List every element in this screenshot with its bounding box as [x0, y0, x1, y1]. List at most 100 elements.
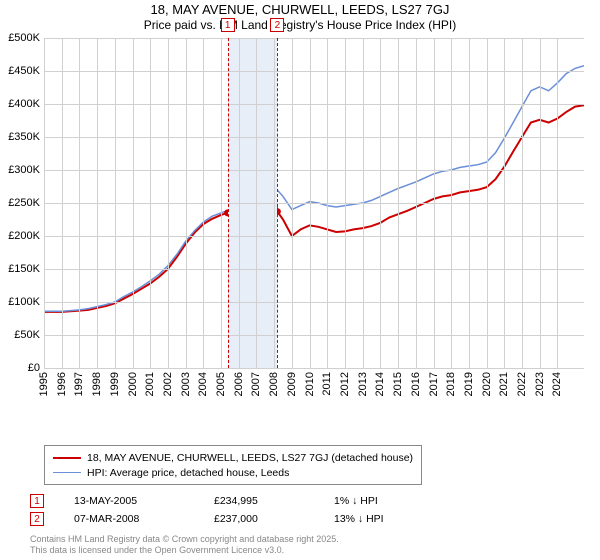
- x-axis-label: 2021: [498, 372, 510, 396]
- x-axis-label: 2015: [392, 372, 404, 396]
- x-axis-label: 2018: [445, 372, 457, 396]
- titles: 18, MAY AVENUE, CHURWELL, LEEDS, LS27 7G…: [0, 0, 600, 32]
- x-axis-label: 2016: [410, 372, 422, 396]
- x-axis-label: 1995: [38, 372, 50, 396]
- y-axis-label: £50K: [14, 329, 40, 341]
- y-axis-label: £450K: [8, 65, 40, 77]
- gridline-v: [168, 38, 169, 368]
- gridline-v: [451, 38, 452, 368]
- gridline-v: [540, 38, 541, 368]
- attribution-footer: Contains HM Land Registry data © Crown c…: [30, 534, 339, 557]
- x-axis-label: 1996: [56, 372, 68, 396]
- chart-title: 18, MAY AVENUE, CHURWELL, LEEDS, LS27 7G…: [0, 2, 600, 17]
- sale-marker-line: [277, 38, 278, 368]
- sale-date: 07-MAR-2008: [74, 513, 214, 525]
- gridline-v: [186, 38, 187, 368]
- gridline-v: [380, 38, 381, 368]
- x-axis-label: 2011: [321, 372, 333, 396]
- x-axis-label: 2012: [339, 372, 351, 396]
- gridline-v: [256, 38, 257, 368]
- x-axis-label: 2005: [215, 372, 227, 396]
- x-axis-label: 2006: [233, 372, 245, 396]
- sale-date: 13-MAY-2005: [74, 495, 214, 507]
- gridline-v: [345, 38, 346, 368]
- gridline-v: [469, 38, 470, 368]
- gridline-h: [44, 203, 584, 204]
- gridline-h: [44, 137, 584, 138]
- gridline-v: [310, 38, 311, 368]
- gridline-h: [44, 236, 584, 237]
- x-axis-label: 2008: [268, 372, 280, 396]
- x-axis-label: 1999: [109, 372, 121, 396]
- gridline-v: [398, 38, 399, 368]
- sale-hpi-diff: 13% ↓ HPI: [334, 513, 454, 525]
- gridline-v: [44, 38, 45, 368]
- x-axis-label: 2024: [551, 372, 563, 396]
- x-axis-label: 2013: [357, 372, 369, 396]
- chart-container: 18, MAY AVENUE, CHURWELL, LEEDS, LS27 7G…: [0, 0, 600, 560]
- legend-swatch: [53, 472, 81, 474]
- plot-area: £0£50K£100K£150K£200K£250K£300K£350K£400…: [44, 38, 584, 368]
- series-line: [44, 66, 584, 312]
- x-axis-label: 1997: [73, 372, 85, 396]
- legend-item: HPI: Average price, detached house, Leed…: [53, 465, 413, 480]
- sale-marker-badge: 2: [270, 18, 284, 32]
- y-axis-label: £100K: [8, 296, 40, 308]
- gridline-v: [327, 38, 328, 368]
- legend-label: 18, MAY AVENUE, CHURWELL, LEEDS, LS27 7G…: [87, 452, 413, 464]
- x-axis-label: 2003: [180, 372, 192, 396]
- x-axis-label: 2001: [144, 372, 156, 396]
- gridline-h: [44, 104, 584, 105]
- x-axis-label: 2009: [286, 372, 298, 396]
- x-axis-label: 2022: [516, 372, 528, 396]
- gridline-h: [44, 71, 584, 72]
- y-axis-label: £250K: [8, 197, 40, 209]
- y-axis-label: £400K: [8, 98, 40, 110]
- x-axis-label: 2004: [197, 372, 209, 396]
- gridline-h: [44, 38, 584, 39]
- gridline-h: [44, 368, 584, 369]
- gridline-v: [434, 38, 435, 368]
- x-axis-label: 2010: [304, 372, 316, 396]
- legend-swatch: [53, 457, 81, 459]
- sale-marker-line: [228, 38, 229, 368]
- sale-hpi-diff: 1% ↓ HPI: [334, 495, 454, 507]
- legend-label: HPI: Average price, detached house, Leed…: [87, 467, 289, 479]
- gridline-v: [203, 38, 204, 368]
- x-axis-label: 1998: [91, 372, 103, 396]
- gridline-v: [133, 38, 134, 368]
- gridline-h: [44, 335, 584, 336]
- x-axis-label: 2002: [162, 372, 174, 396]
- x-axis-label: 2020: [481, 372, 493, 396]
- x-axis-label: 2023: [534, 372, 546, 396]
- gridline-v: [239, 38, 240, 368]
- gridline-v: [221, 38, 222, 368]
- gridline-h: [44, 269, 584, 270]
- gridline-v: [62, 38, 63, 368]
- sale-row: 207-MAR-2008£237,00013% ↓ HPI: [30, 510, 454, 528]
- legend-item: 18, MAY AVENUE, CHURWELL, LEEDS, LS27 7G…: [53, 450, 413, 465]
- x-axis-label: 2017: [428, 372, 440, 396]
- x-axis-label: 2007: [250, 372, 262, 396]
- gridline-v: [363, 38, 364, 368]
- sale-price: £234,995: [214, 495, 334, 507]
- gridline-v: [504, 38, 505, 368]
- sales-table: 1 13-MAY-2005£234,9951% ↓ HPI 207-MAR-2008…: [30, 492, 454, 528]
- sale-row: 1 13-MAY-2005£234,9951% ↓ HPI: [30, 492, 454, 510]
- footer-line-2: This data is licensed under the Open Gov…: [30, 545, 339, 556]
- gridline-v: [79, 38, 80, 368]
- sale-price: £237,000: [214, 513, 334, 525]
- x-axis-label: 2014: [374, 372, 386, 396]
- gridline-v: [115, 38, 116, 368]
- y-axis-label: £200K: [8, 230, 40, 242]
- gridline-v: [416, 38, 417, 368]
- gridline-v: [97, 38, 98, 368]
- y-axis-label: £350K: [8, 131, 40, 143]
- gridline-h: [44, 302, 584, 303]
- y-axis-label: £500K: [8, 32, 40, 44]
- sale-badge: 1: [30, 494, 44, 508]
- chart-subtitle: Price paid vs. HM Land Registry's House …: [0, 18, 600, 32]
- gridline-v: [274, 38, 275, 368]
- gridline-v: [557, 38, 558, 368]
- y-axis-label: £300K: [8, 164, 40, 176]
